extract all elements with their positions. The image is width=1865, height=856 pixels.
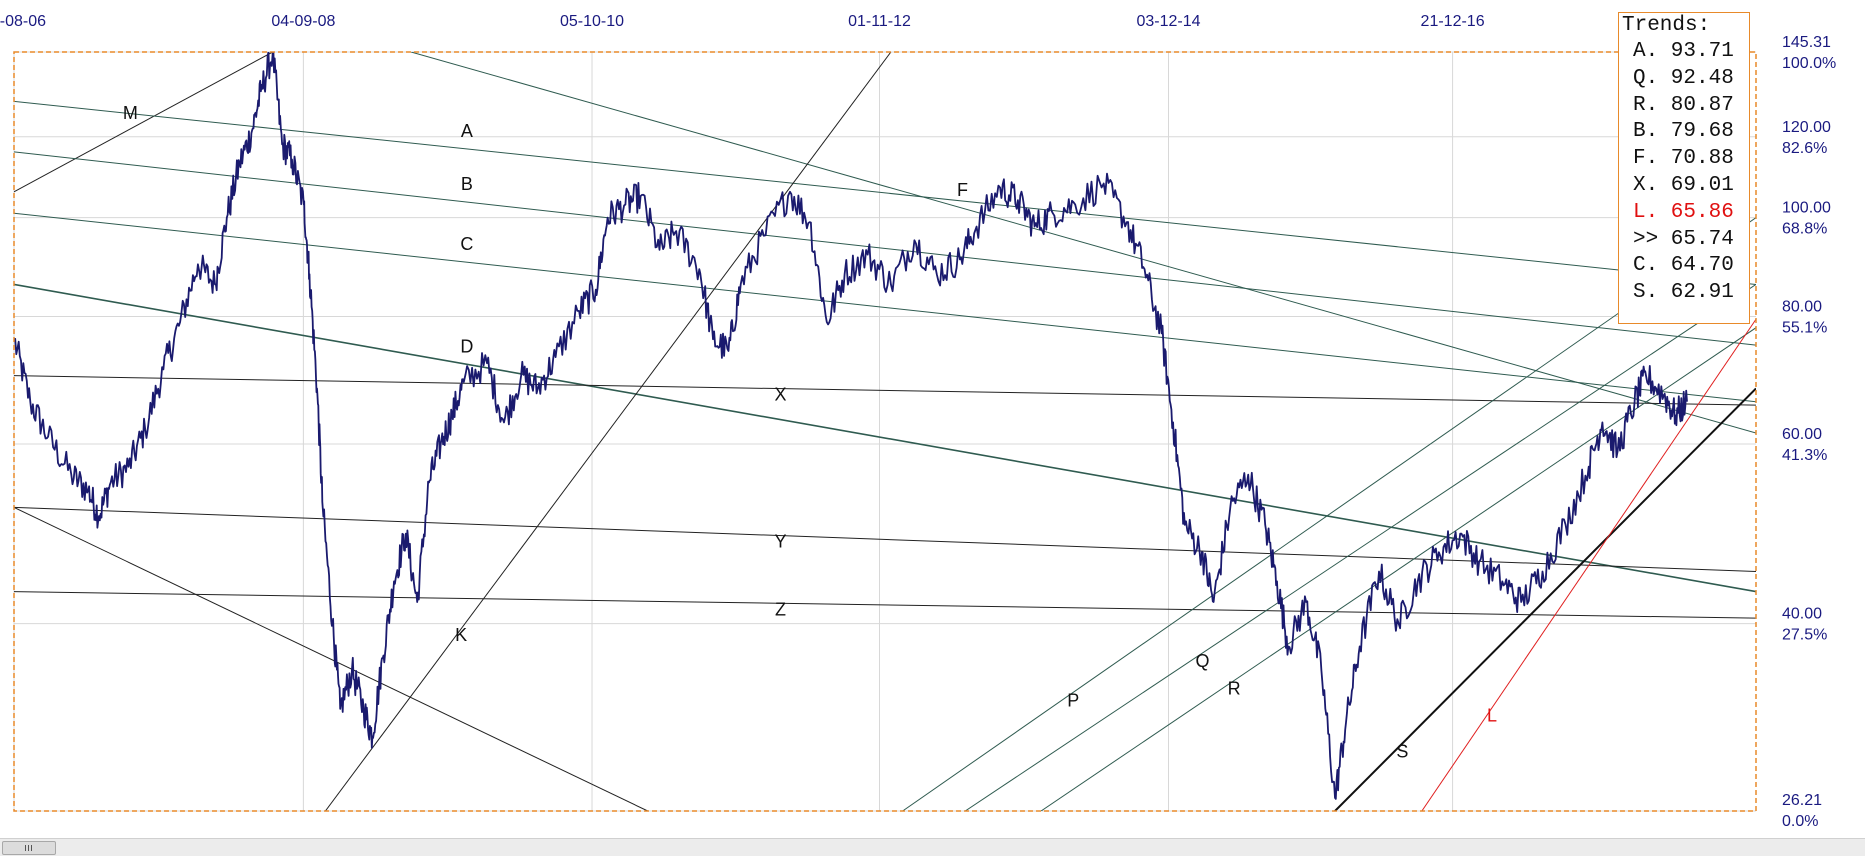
trendline-k: [324, 52, 892, 811]
trendline-m: [14, 52, 273, 193]
trendline-f: [410, 52, 1756, 434]
y-tick-label: 100.00: [1782, 200, 1831, 217]
trendline-label: Y: [774, 532, 786, 552]
trendline-d: [14, 283, 1756, 593]
legend-entry: R. 80.87: [1633, 93, 1734, 117]
x-tick-label: 21-12-16: [1421, 13, 1485, 30]
trendline-s: [1334, 387, 1756, 811]
trendline-label: Z: [775, 599, 786, 619]
trendline-label: D: [460, 336, 473, 356]
y-tick-percent: 27.5%: [1782, 627, 1827, 644]
y-tick-percent: 68.8%: [1782, 221, 1827, 238]
trendline-label: C: [460, 234, 473, 254]
y-tick-label: 26.21: [1782, 792, 1822, 809]
y-tick-percent: 55.1%: [1782, 319, 1827, 336]
legend-title: Trends:: [1622, 14, 1711, 37]
legend-entry: C. 64.70: [1633, 254, 1734, 278]
grip-icon: [28, 845, 29, 851]
trendline-label: P: [1067, 690, 1079, 710]
trendline-labels: M A B C D F X Y Z K P QR S L: [123, 103, 1497, 762]
grip-icon: [25, 845, 26, 851]
trendline-label: F: [957, 180, 968, 200]
trendline-z: [14, 591, 1756, 619]
price-line: [14, 52, 1688, 800]
trendline-c: [14, 212, 1756, 403]
trendline-y: [14, 506, 1756, 572]
trendline-a: [14, 100, 1756, 285]
grid: [13, 51, 1756, 812]
legend-entry: >> 65.74: [1633, 227, 1734, 251]
legend-entry: A. 93.71: [1633, 40, 1734, 63]
trendline-label: S: [1396, 741, 1408, 761]
trendline-label: R: [1228, 679, 1241, 699]
y-tick-label: 120.00: [1782, 119, 1831, 136]
trendline-label: A: [461, 121, 473, 141]
y-tick-label: 40.00: [1782, 606, 1822, 623]
trendlines: [14, 52, 1756, 811]
trendline-p: [902, 217, 1756, 811]
x-tick-label: 04-09-08: [271, 13, 335, 30]
horizontal-scrollbar[interactable]: [0, 838, 1865, 856]
y-tick-label: 80.00: [1782, 298, 1822, 315]
legend-entries: A. 93.71 Q. 92.48 R. 80.87 B. 79.68 F. 70.88…: [1619, 39, 1749, 307]
trendline-q: [964, 284, 1756, 811]
legend-entry: F. 70.88: [1633, 147, 1734, 171]
trendline-label: Q: [1195, 651, 1209, 671]
price-series: [14, 52, 1688, 800]
y-tick-label: 145.31: [1782, 34, 1831, 51]
trendline-l: [1421, 318, 1756, 811]
trendline-label: K: [455, 625, 467, 645]
y-tick-label: 60.00: [1782, 426, 1822, 443]
x-tick-label: 05-10-10: [560, 13, 624, 30]
y-tick-percent: 82.6%: [1782, 140, 1827, 157]
plot-frame: [13, 51, 1757, 812]
x-tick-label: 03-08-06: [0, 13, 46, 30]
trendline-b: [14, 151, 1756, 346]
scrollbar-thumb[interactable]: [2, 841, 56, 855]
trendline-x: [14, 375, 1756, 406]
trendline-label: M: [123, 103, 138, 123]
trendline: [14, 506, 648, 811]
trendline-r: [1040, 327, 1756, 811]
y-axis: 145.31 100.0% 120.00 82.6% 100.00 68.8% 80.00 5…: [1782, 34, 1836, 830]
trendline-label: B: [461, 174, 473, 194]
x-axis: 03-08-06 04-09-08 05-10-10 01-11-12 03-12-14…: [0, 13, 1485, 30]
trendline-label: X: [774, 385, 786, 405]
y-tick-percent: 41.3%: [1782, 447, 1827, 464]
grip-icon: [31, 845, 32, 851]
legend-entry: S. 62.91: [1633, 281, 1734, 305]
legend-entry: L. 65.86: [1633, 200, 1734, 224]
y-tick-percent: 100.0%: [1782, 55, 1836, 72]
x-tick-label: 03-12-14: [1136, 13, 1200, 30]
legend-entry: X. 69.01: [1633, 173, 1734, 197]
legend-entry: Q. 92.48: [1633, 66, 1734, 90]
y-tick-percent: 0.0%: [1782, 813, 1818, 830]
x-tick-label: 01-11-12: [848, 13, 911, 30]
trendline-label: L: [1487, 706, 1497, 726]
trends-legend: Trends: A. 93.71 Q. 92.48 R. 80.87 B. 79.68…: [1618, 12, 1750, 324]
legend-entry: B. 79.68: [1633, 120, 1734, 144]
